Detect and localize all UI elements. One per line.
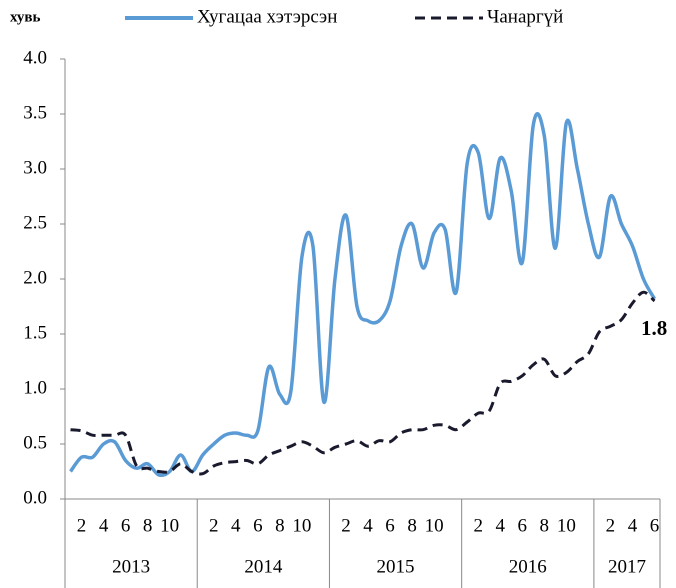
x-tick-label: 8 [275, 515, 285, 536]
x-tick-label: 10 [292, 515, 311, 536]
x-group-label: 2014 [244, 556, 283, 577]
x-tick-label: 10 [557, 515, 576, 536]
x-tick-label: 8 [407, 515, 417, 536]
x-tick-label: 2 [77, 515, 87, 536]
x-tick-label: 4 [99, 515, 109, 536]
x-tick-label: 6 [385, 515, 395, 536]
line-series [69, 112, 657, 478]
y-tick-label: 3.5 [23, 102, 47, 123]
y-tick-label: 2.5 [23, 212, 47, 233]
annotation: 1.8 [641, 316, 667, 340]
y-tick-label: 2.0 [23, 267, 47, 288]
x-tick-label: 6 [253, 515, 263, 536]
x-tick-label: 2 [341, 515, 351, 536]
x-tick-label: 10 [160, 515, 179, 536]
x-tick-label: 4 [231, 515, 241, 536]
y-tick-label: 4.0 [23, 47, 47, 68]
x-tick-label: 6 [518, 515, 528, 536]
y-tick-label: 3.0 [23, 157, 47, 178]
y-tick-label: 0.0 [23, 487, 47, 508]
x-tick-label: 10 [425, 515, 444, 536]
x-tick-label: 2 [209, 515, 219, 536]
y-axis-label: хувь [10, 9, 41, 25]
x-tick-label: 4 [363, 515, 373, 536]
x-group-label: 2015 [377, 556, 415, 577]
x-tick-label: 4 [628, 515, 638, 536]
x-group-label: 2016 [509, 556, 547, 577]
y-tick-label: 1.0 [23, 377, 47, 398]
x-tick-label: 4 [495, 515, 505, 536]
legend-label: Чанаргүй [487, 6, 563, 27]
x-group-label: 2017 [608, 556, 646, 577]
y-tick-label: 0.5 [23, 432, 47, 453]
x-tick-label: 6 [121, 515, 131, 536]
x-tick-label: 6 [650, 515, 660, 536]
y-tick-label: 1.5 [23, 322, 47, 343]
line-series [70, 290, 656, 476]
x-tick-label: 2 [473, 515, 483, 536]
x-tick-label: 8 [143, 515, 153, 536]
x-group-label: 2013 [112, 556, 150, 577]
x-tick-label: 2 [606, 515, 616, 536]
x-tick-label: 8 [540, 515, 550, 536]
legend-label: Хугацаа хэтэрсэн [197, 6, 337, 27]
